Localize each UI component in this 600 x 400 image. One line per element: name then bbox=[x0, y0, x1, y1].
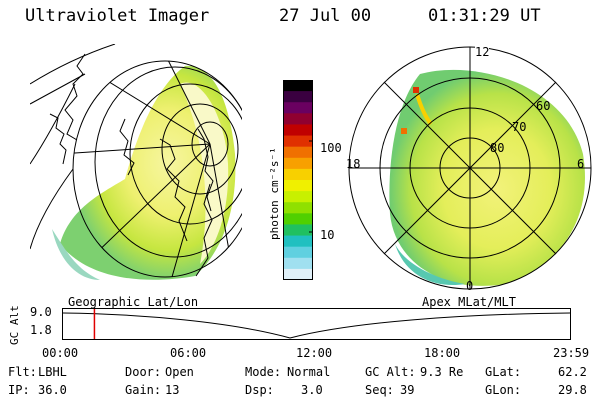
dsp-value: 3.0 bbox=[301, 383, 323, 397]
colorbar-band bbox=[283, 191, 313, 203]
time-label: 01:31:29 UT bbox=[428, 6, 541, 26]
polar-grid bbox=[348, 46, 592, 290]
timeline-xtick-2: 12:00 bbox=[296, 346, 333, 360]
colorbar-band bbox=[283, 124, 313, 137]
mlt-label-18: 18 bbox=[346, 157, 361, 171]
flt-value: LBHL bbox=[38, 365, 67, 379]
timeline-axis-label: GC Alt bbox=[8, 305, 21, 345]
door-label: Door: bbox=[125, 365, 162, 379]
colorbar-band bbox=[283, 268, 313, 280]
left-map-caption: Geographic Lat/Lon bbox=[68, 295, 199, 309]
colorbar-band bbox=[283, 157, 313, 170]
colorbar-band bbox=[283, 235, 313, 248]
gcalt-label: GC Alt: bbox=[365, 365, 416, 379]
door-value: Open bbox=[165, 365, 194, 379]
lat-label-70: 70 bbox=[512, 120, 527, 134]
colorbar-tick-100: 100 bbox=[320, 141, 342, 155]
colorbar-band bbox=[283, 91, 313, 103]
left-emission-region bbox=[52, 65, 236, 280]
date-label: 27 Jul 00 bbox=[279, 6, 372, 26]
left-globe-grid bbox=[30, 44, 242, 278]
ip-value: 36.0 bbox=[38, 383, 67, 397]
colorbar-band bbox=[283, 102, 313, 114]
seq-label: Seq: bbox=[365, 383, 394, 397]
timeline-ytick-low: 1.8 bbox=[30, 323, 52, 337]
instrument-title: Ultraviolet Imager bbox=[25, 6, 210, 26]
timeline-xtick-0: 00:00 bbox=[42, 346, 79, 360]
colorbar-band bbox=[283, 146, 313, 159]
glat-label: GLat: bbox=[485, 365, 522, 379]
colorbar-band bbox=[283, 246, 313, 259]
timeline-xtick-4: 23:59 bbox=[553, 346, 590, 360]
mlt-label-0: 0 bbox=[466, 279, 474, 293]
colorbar-band bbox=[283, 213, 313, 225]
ip-label: IP: bbox=[8, 383, 30, 397]
geographic-map bbox=[30, 44, 242, 280]
colorbar-band bbox=[283, 80, 313, 92]
seq-value: 39 bbox=[400, 383, 415, 397]
colorbar-tick-10: 10 bbox=[320, 228, 335, 242]
lat-label-80: 80 bbox=[490, 141, 505, 155]
lat-label-60: 60 bbox=[536, 99, 551, 113]
mlt-label-6: 6 bbox=[577, 157, 585, 171]
glat-value: 62.2 bbox=[558, 365, 587, 379]
timeline-xtick-3: 18:00 bbox=[424, 346, 461, 360]
gain-value: 13 bbox=[165, 383, 180, 397]
colorbar-band bbox=[283, 224, 313, 237]
glon-label: GLon: bbox=[485, 383, 522, 397]
colorbar-label: photon cm⁻²s⁻¹ bbox=[268, 147, 281, 240]
colorbar-band bbox=[283, 168, 313, 181]
colorbar-band bbox=[283, 180, 313, 192]
right-emission-region bbox=[389, 69, 585, 286]
dsp-label: Dsp: bbox=[245, 383, 274, 397]
colorbar-band bbox=[283, 202, 313, 214]
gain-label: Gain: bbox=[125, 383, 162, 397]
flt-label: Flt: bbox=[8, 365, 37, 379]
colorbar-band bbox=[283, 135, 313, 148]
polar-plot bbox=[348, 46, 592, 290]
timeline-ytick-high: 9.0 bbox=[30, 305, 52, 319]
timeline-xtick-1: 06:00 bbox=[170, 346, 207, 360]
right-map-caption: Apex MLat/MLT bbox=[422, 295, 516, 309]
colorbar-band bbox=[283, 257, 313, 270]
mode-label: Mode: bbox=[245, 365, 282, 379]
colorbar bbox=[283, 80, 313, 280]
gcalt-value: 9.3 Re bbox=[420, 365, 464, 379]
timeline-plot bbox=[62, 308, 571, 340]
glon-value: 29.8 bbox=[558, 383, 587, 397]
colorbar-band bbox=[283, 113, 313, 125]
mlt-label-12: 12 bbox=[475, 45, 490, 59]
mode-value: Normal bbox=[287, 365, 331, 379]
